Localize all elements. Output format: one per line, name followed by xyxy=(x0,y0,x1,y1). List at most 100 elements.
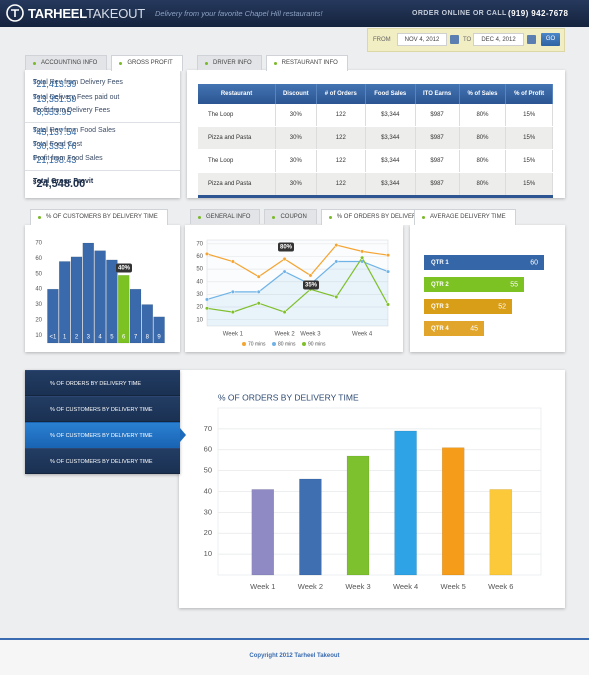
table-cell: 80% xyxy=(459,149,507,173)
category-label: QTR 4 xyxy=(431,326,449,332)
point xyxy=(360,255,365,260)
table-cell: 122 xyxy=(316,149,367,173)
menu-item[interactable]: % OF CUSTOMERS BY DELIVERY TIME xyxy=(25,422,180,448)
y-tick-label: 50 xyxy=(35,271,42,277)
bar xyxy=(394,430,417,576)
legend-swatch xyxy=(272,342,276,346)
calendar-icon[interactable] xyxy=(527,35,536,44)
phone: (919) 942-7678 xyxy=(508,9,569,18)
value-label: 45 xyxy=(470,325,478,332)
x-tick-label: 6 xyxy=(122,335,126,341)
account-row: Total Gross Provit $24,548.00 xyxy=(33,178,169,190)
bar xyxy=(346,455,370,576)
x-tick-label: Week 6 xyxy=(488,582,513,591)
y-tick-label: 40 xyxy=(204,486,212,495)
table-cell: 15% xyxy=(505,126,553,150)
go-button[interactable]: GO xyxy=(541,33,560,46)
area xyxy=(207,261,388,326)
bar xyxy=(441,447,465,576)
tab[interactable]: ACCOUNTING INFO xyxy=(25,55,108,70)
x-tick-label: Week 2 xyxy=(274,332,295,338)
tab[interactable]: % OF CUSTOMERS BY DELIVERY TIME xyxy=(30,209,168,225)
tab[interactable]: AVERAGE DELIVERY TIME xyxy=(414,209,516,225)
point xyxy=(308,273,313,278)
y-tick-label: 40 xyxy=(196,279,203,285)
y-tick-label: 60 xyxy=(204,445,212,454)
row-value: $13,351.59 xyxy=(33,94,77,104)
tab[interactable]: GENERAL INFO xyxy=(190,209,261,224)
row-label: Profit from Food Sales xyxy=(33,155,103,162)
legend-swatch xyxy=(242,342,246,346)
row-value: $24,548.00 xyxy=(33,178,86,190)
tab[interactable]: DRIVER INFO xyxy=(197,55,262,70)
y-tick-label: 60 xyxy=(35,256,42,262)
y-tick-label: 10 xyxy=(204,549,212,558)
point xyxy=(230,310,235,315)
bar xyxy=(153,316,165,344)
table-cell: $3,344 xyxy=(365,104,416,127)
table-cell: 80% xyxy=(459,126,507,150)
tab[interactable]: RESTAURANT INFO xyxy=(265,55,348,71)
menu-item[interactable]: % OF CUSTOMERS BY DELIVERY TIME xyxy=(25,396,180,422)
table-row: Pizza and Pasta 30% 122 $3,344 $987 80% 15% xyxy=(198,172,553,197)
point xyxy=(385,269,391,274)
point xyxy=(256,289,261,294)
table-cell: Pizza and Pasta xyxy=(198,172,277,197)
tab-bar: AVERAGE DELIVERY TIME xyxy=(414,209,516,225)
tab[interactable]: COUPON xyxy=(264,209,317,224)
table-cell: $3,344 xyxy=(365,172,416,197)
column-header: Food Sales xyxy=(365,84,416,104)
date-input[interactable]: DEC 4, 2012 xyxy=(473,33,524,46)
calendar-icon[interactable] xyxy=(450,35,459,44)
y-tick-label: 30 xyxy=(204,507,212,516)
table-cell: $3,344 xyxy=(365,149,416,173)
y-tick-label: 40 xyxy=(35,287,42,293)
point xyxy=(204,297,210,302)
menu-item[interactable]: % OF ORDERS BY DELIVERY TIME xyxy=(25,370,180,396)
tooltip xyxy=(303,280,319,290)
footer xyxy=(0,638,589,675)
legend-label: 70 mins xyxy=(248,341,266,347)
table-cell: 122 xyxy=(316,104,367,127)
value-label: 60 xyxy=(530,259,538,266)
y-tick-label: 70 xyxy=(196,241,203,247)
table-cell: $987 xyxy=(415,149,460,173)
x-tick-label: Week 5 xyxy=(441,582,466,591)
account-row: Profit from Delivery Fees $8,553.95 xyxy=(33,107,169,117)
value-label: 55 xyxy=(510,281,518,288)
y-tick-label: 20 xyxy=(204,528,212,537)
point xyxy=(360,249,365,254)
table-cell: The Loop xyxy=(198,104,277,127)
tab[interactable]: GROSS PROFIT xyxy=(111,55,183,71)
point xyxy=(204,306,210,311)
table-cell: $987 xyxy=(415,104,460,127)
date-input[interactable]: NOV 4, 2012 xyxy=(397,33,447,46)
x-tick-label: Week 3 xyxy=(345,582,370,591)
x-tick-label: 4 xyxy=(98,335,102,341)
menu-item[interactable]: % OF CUSTOMERS BY DELIVERY TIME xyxy=(25,448,180,474)
bar xyxy=(424,277,524,292)
line xyxy=(206,260,389,301)
bar xyxy=(94,250,106,344)
row-value: $45,137.54 xyxy=(33,127,77,137)
x-tick-label: 9 xyxy=(157,335,161,341)
row-value: $21,198.43 xyxy=(33,155,77,165)
logo-text: TARHEEL xyxy=(28,6,88,21)
bar xyxy=(70,256,83,344)
y-tick-label: 60 xyxy=(196,254,203,260)
x-tick-label: 8 xyxy=(146,335,150,341)
bar xyxy=(129,288,142,344)
x-tick-label: Week 4 xyxy=(352,332,373,338)
x-tick-label: Week 4 xyxy=(393,582,418,591)
column-header: Discount xyxy=(275,84,317,104)
point xyxy=(334,294,339,299)
table-row: Pizza and Pasta 30% 122 $3,344 $987 80% 15% xyxy=(198,126,553,150)
point xyxy=(282,310,287,315)
table-cell: 15% xyxy=(505,104,553,127)
copyright: Copyright 2012 Tarheel Takeout xyxy=(249,653,340,659)
accounting-panel xyxy=(25,70,180,198)
tooltip xyxy=(116,263,132,273)
x-tick-label: Week 1 xyxy=(250,582,275,591)
point xyxy=(230,289,235,294)
